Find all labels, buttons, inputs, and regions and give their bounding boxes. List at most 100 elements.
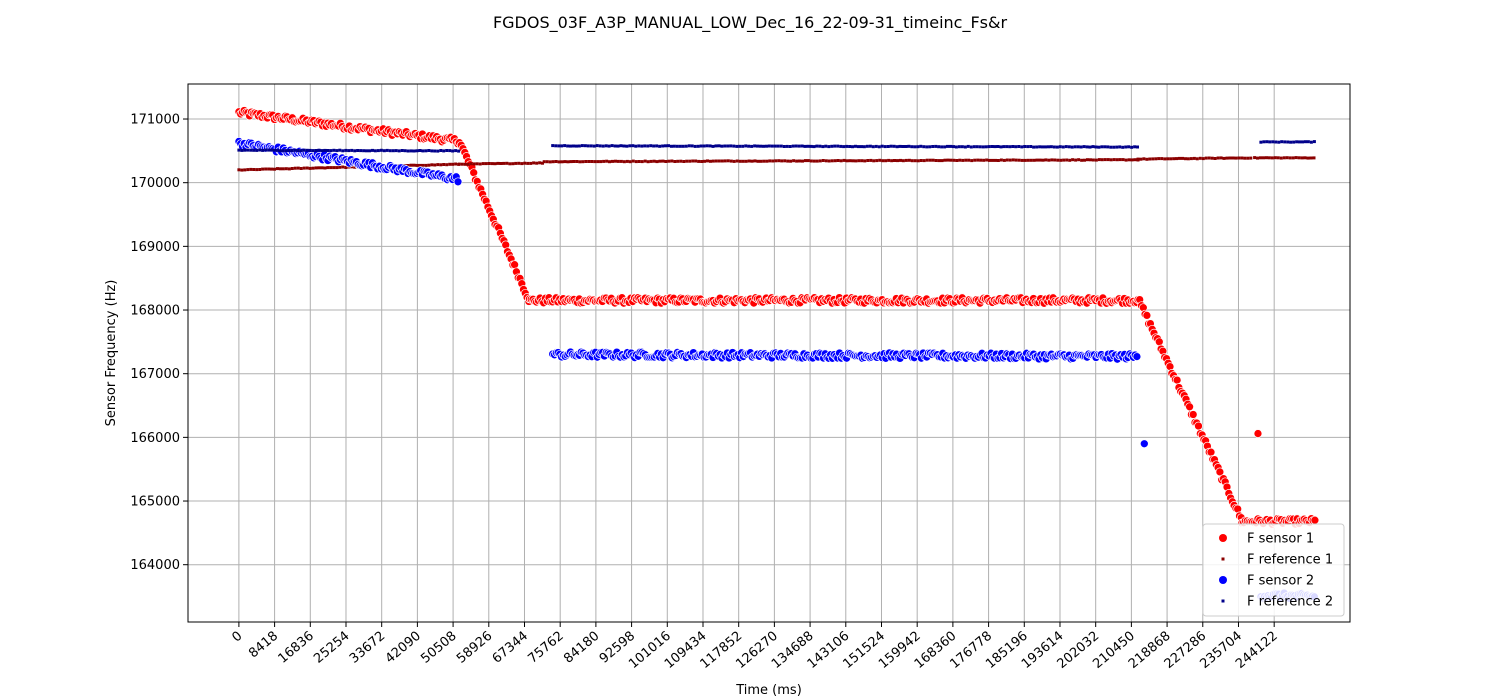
data-point — [252, 148, 256, 152]
data-point — [1074, 158, 1078, 162]
data-point — [587, 160, 591, 163]
data-point — [943, 158, 947, 162]
data-point — [664, 160, 668, 163]
data-point — [1029, 145, 1033, 148]
data-point — [1124, 145, 1128, 149]
data-point — [773, 144, 777, 148]
data-point — [448, 162, 452, 166]
data-point — [487, 162, 491, 165]
data-point — [634, 160, 638, 164]
data-point — [928, 145, 932, 149]
data-point — [1234, 156, 1238, 160]
data-point — [1053, 158, 1057, 162]
data-point — [703, 159, 706, 163]
data-point — [1005, 158, 1009, 162]
data-point — [409, 149, 413, 153]
data-point — [1166, 157, 1170, 161]
data-point — [243, 148, 247, 152]
data-point — [904, 145, 908, 148]
data-point — [1061, 145, 1065, 149]
data-point — [872, 159, 876, 163]
data-point — [1259, 140, 1263, 144]
data-point — [836, 144, 840, 148]
data-point — [1064, 145, 1068, 149]
data-point — [658, 144, 662, 148]
data-point — [827, 145, 831, 149]
data-point — [430, 163, 434, 167]
data-point — [258, 168, 262, 171]
data-point — [958, 158, 962, 162]
data-point — [925, 145, 929, 149]
data-point — [800, 144, 804, 148]
data-point — [589, 144, 593, 148]
data-point — [738, 144, 742, 148]
data-point — [541, 161, 544, 165]
data-point — [655, 160, 659, 164]
data-point — [293, 148, 297, 152]
data-point — [652, 144, 656, 148]
data-point — [783, 159, 787, 163]
legend-item: F sensor 2 — [1219, 574, 1314, 589]
data-point — [946, 158, 950, 162]
data-point — [1265, 156, 1268, 160]
data-point — [806, 144, 810, 148]
data-point — [1106, 145, 1110, 149]
data-point — [433, 163, 437, 167]
data-point — [481, 162, 485, 166]
data-point — [987, 145, 991, 149]
data-point — [1100, 145, 1104, 149]
data-point — [913, 159, 917, 163]
data-point — [1216, 156, 1220, 160]
data-point — [877, 145, 881, 149]
data-point — [931, 158, 935, 162]
data-point — [511, 162, 515, 166]
data-point — [1249, 156, 1253, 160]
data-point — [854, 159, 858, 163]
data-point — [981, 145, 985, 149]
data-point — [418, 149, 422, 152]
data-point — [448, 149, 452, 153]
data-point — [1059, 158, 1063, 162]
data-point — [824, 159, 828, 163]
data-point — [1160, 157, 1164, 161]
data-point — [421, 149, 425, 153]
data-point — [246, 148, 250, 152]
legend-marker — [1221, 599, 1225, 603]
data-point — [1026, 158, 1030, 162]
data-point — [478, 162, 482, 166]
data-point — [1175, 157, 1178, 161]
data-point — [982, 158, 986, 162]
data-point — [433, 149, 437, 153]
data-point — [848, 159, 852, 163]
data-point — [454, 149, 458, 153]
data-point — [1282, 156, 1286, 160]
data-point — [779, 144, 783, 148]
data-point — [907, 158, 911, 162]
series-f-reference-1 — [237, 156, 1316, 172]
data-point — [866, 159, 870, 162]
data-point — [845, 159, 849, 163]
data-point — [714, 144, 718, 148]
data-point — [949, 158, 953, 162]
data-point — [529, 161, 533, 165]
data-point — [287, 149, 291, 152]
data-point — [237, 148, 241, 152]
data-point — [1267, 156, 1271, 160]
data-point — [526, 161, 530, 165]
y-tick-label: 166000 — [130, 431, 180, 446]
data-point — [1256, 156, 1259, 160]
data-point — [323, 166, 327, 170]
data-point — [439, 163, 443, 167]
data-point — [601, 144, 605, 148]
data-point — [887, 158, 891, 162]
data-point — [622, 144, 626, 148]
data-point — [679, 159, 683, 163]
data-point — [578, 160, 582, 164]
data-point — [643, 144, 647, 148]
data-point — [596, 160, 600, 164]
data-point — [535, 161, 539, 165]
data-point — [1154, 337, 1164, 347]
data-point — [391, 149, 395, 153]
data-point — [1085, 145, 1089, 149]
data-point — [809, 144, 813, 148]
